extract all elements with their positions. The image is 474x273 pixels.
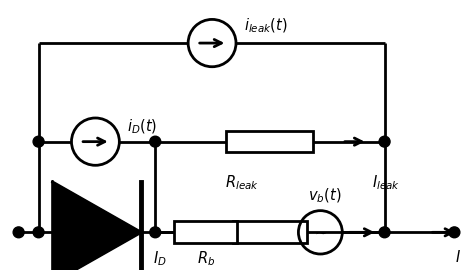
- Circle shape: [150, 227, 161, 238]
- Text: $i_{leak}(t)$: $i_{leak}(t)$: [244, 17, 288, 35]
- Text: $I_{leak}$: $I_{leak}$: [372, 173, 400, 192]
- Text: $R_{leak}$: $R_{leak}$: [225, 173, 259, 192]
- Circle shape: [33, 136, 44, 147]
- Circle shape: [33, 227, 44, 238]
- Text: $\sim$: $\sim$: [312, 225, 328, 240]
- FancyBboxPatch shape: [226, 131, 313, 153]
- Circle shape: [449, 227, 460, 238]
- Circle shape: [150, 136, 161, 147]
- Text: $i_D(t)$: $i_D(t)$: [128, 117, 157, 136]
- Polygon shape: [53, 182, 141, 273]
- Text: $v_b(t)$: $v_b(t)$: [308, 186, 341, 205]
- Text: $R_b$: $R_b$: [197, 249, 215, 268]
- Circle shape: [379, 136, 390, 147]
- Text: $I_D$: $I_D$: [154, 249, 167, 268]
- Text: $I$: $I$: [456, 249, 461, 265]
- FancyBboxPatch shape: [174, 221, 237, 243]
- FancyBboxPatch shape: [233, 221, 307, 243]
- Circle shape: [379, 227, 390, 238]
- Circle shape: [13, 227, 24, 238]
- Text: $D$: $D$: [79, 249, 91, 265]
